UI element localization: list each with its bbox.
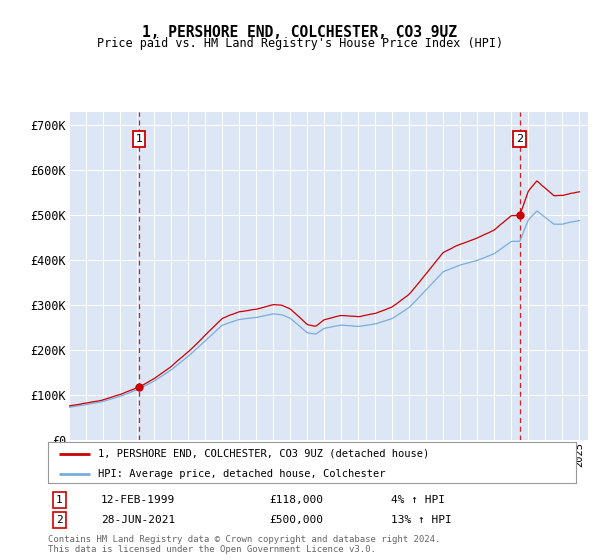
Text: Contains HM Land Registry data © Crown copyright and database right 2024.
This d: Contains HM Land Registry data © Crown c… [48,535,440,554]
Text: 1, PERSHORE END, COLCHESTER, CO3 9UZ (detached house): 1, PERSHORE END, COLCHESTER, CO3 9UZ (de… [98,449,430,459]
Text: 28-JUN-2021: 28-JUN-2021 [101,515,175,525]
Text: £118,000: £118,000 [270,495,324,505]
Text: 1, PERSHORE END, COLCHESTER, CO3 9UZ: 1, PERSHORE END, COLCHESTER, CO3 9UZ [143,25,458,40]
Text: Price paid vs. HM Land Registry's House Price Index (HPI): Price paid vs. HM Land Registry's House … [97,37,503,50]
Text: 12-FEB-1999: 12-FEB-1999 [101,495,175,505]
Text: 4% ↑ HPI: 4% ↑ HPI [391,495,445,505]
Text: 13% ↑ HPI: 13% ↑ HPI [391,515,452,525]
Text: £500,000: £500,000 [270,515,324,525]
Text: 1: 1 [56,495,62,505]
Text: 1: 1 [136,134,143,144]
Text: 2: 2 [516,134,523,144]
Text: HPI: Average price, detached house, Colchester: HPI: Average price, detached house, Colc… [98,469,386,479]
Text: 2: 2 [56,515,62,525]
